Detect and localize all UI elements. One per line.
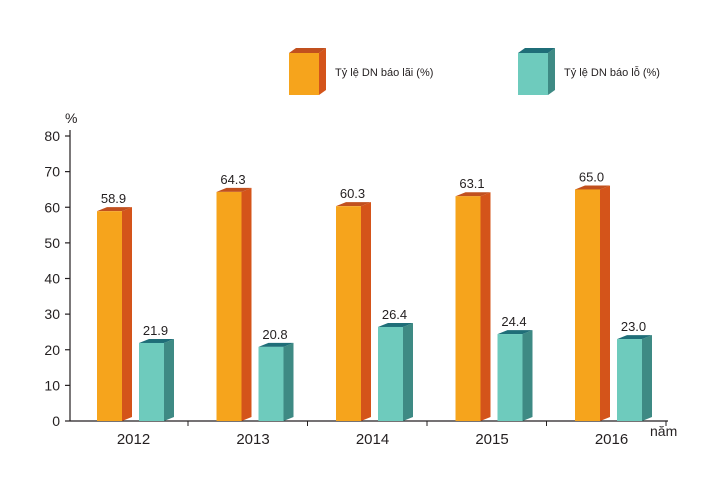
bar-side <box>403 322 413 421</box>
bar-front <box>378 326 403 421</box>
data-label: 63.1 <box>459 176 484 191</box>
bar-front <box>497 334 523 421</box>
x-tick-label: 2013 <box>236 431 269 448</box>
bar-front <box>617 339 642 421</box>
legend-label: Tỷ lệ DN báo lỗ (%) <box>564 66 660 79</box>
x-tick-label: 2014 <box>356 431 389 448</box>
bar-top <box>336 202 371 207</box>
bar-front <box>336 206 361 421</box>
legend-swatch <box>518 53 548 95</box>
data-label: 21.9 <box>143 323 168 338</box>
bar-side <box>241 187 252 421</box>
bar-side <box>480 192 491 421</box>
bar-top <box>497 330 533 335</box>
legend-swatch <box>289 53 319 95</box>
bar-loss-2014: 26.4 <box>378 307 413 421</box>
legend-item: Tỷ lệ DN báo lãi (%) <box>289 48 433 95</box>
x-tick-label: 2012 <box>117 431 150 448</box>
y-tick-label: 80 <box>44 128 60 144</box>
bar-side <box>283 342 294 421</box>
bar-top <box>258 342 294 347</box>
bar-profit-2015: 63.1 <box>455 176 491 421</box>
data-label: 24.4 <box>501 314 526 329</box>
y-axis: % 0 10 20 30 40 50 60 70 80 <box>44 110 77 429</box>
bar-profit-2016: 65.0 <box>575 169 610 421</box>
bar-side <box>600 185 610 421</box>
y-tick-label: 10 <box>44 377 60 393</box>
legend-label: Tỷ lệ DN báo lãi (%) <box>335 67 433 79</box>
legend-swatch-top <box>289 48 326 53</box>
bar-side <box>361 202 371 421</box>
bar-front <box>139 342 164 421</box>
data-label: 58.9 <box>101 191 126 206</box>
legend-swatch-side <box>548 48 555 95</box>
data-label: 64.3 <box>220 172 245 187</box>
y-tick-label: 50 <box>44 235 60 251</box>
x-tick-label: 2015 <box>475 431 508 448</box>
bar-front <box>258 346 284 421</box>
data-label: 20.8 <box>262 327 287 342</box>
bars: 58.9 21.9 64.3 20.8 60.3 26.4 63.1 24.4 65.0 23.0 <box>97 169 652 421</box>
data-label: 23.0 <box>621 319 646 334</box>
bar-top <box>97 207 132 212</box>
bar-front <box>97 211 122 421</box>
bar-profit-2013: 64.3 <box>216 172 252 421</box>
legend-swatch-side <box>319 48 326 95</box>
legend-swatch-top <box>518 48 555 53</box>
bar-front <box>455 196 481 421</box>
y-tick-label: 0 <box>52 413 60 429</box>
bar-profit-2014: 60.3 <box>336 186 371 421</box>
bar-loss-2013: 20.8 <box>258 327 294 421</box>
bar-loss-2012: 21.9 <box>139 323 174 421</box>
y-axis-unit: % <box>65 110 77 126</box>
bar-side <box>642 335 652 421</box>
bar-top <box>216 187 252 192</box>
legend: Tỷ lệ DN báo lãi (%) Tỷ lệ DN báo lỗ (%) <box>289 48 660 95</box>
bar-loss-2015: 24.4 <box>497 314 533 421</box>
y-tick-label: 70 <box>44 164 60 180</box>
y-tick-label: 20 <box>44 342 60 358</box>
bar-profit-2012: 58.9 <box>97 191 132 421</box>
legend-item: Tỷ lệ DN báo lỗ (%) <box>518 48 660 95</box>
y-tick-label: 60 <box>44 199 60 215</box>
y-tick-label: 40 <box>44 271 60 287</box>
y-tick-label: 30 <box>44 306 60 322</box>
data-label: 26.4 <box>382 307 407 322</box>
bar-loss-2016: 23.0 <box>617 319 652 421</box>
bar-side <box>164 338 174 421</box>
bar-top <box>378 322 413 327</box>
bar-front <box>575 189 600 421</box>
bar-top <box>455 192 491 197</box>
data-label: 65.0 <box>579 169 604 184</box>
x-axis: năm 2012 2013 2014 2015 2016 <box>70 420 677 448</box>
bar-top <box>617 335 652 340</box>
bar-side <box>522 330 533 421</box>
bar-top <box>139 338 174 343</box>
x-axis-label: năm <box>650 423 677 439</box>
bar-front <box>216 191 242 421</box>
x-tick-label: 2016 <box>595 431 628 448</box>
bar-top <box>575 185 610 190</box>
data-label: 60.3 <box>340 186 365 201</box>
bar-side <box>122 207 132 421</box>
